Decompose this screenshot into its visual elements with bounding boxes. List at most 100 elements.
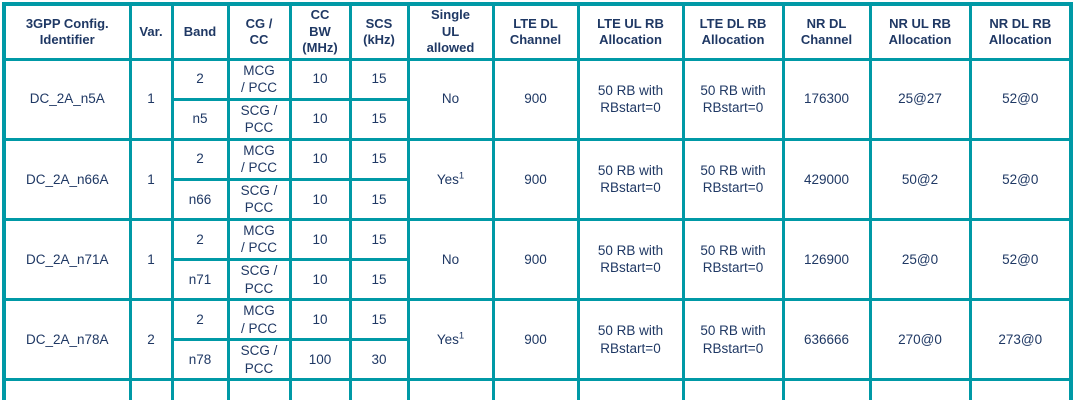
band-cell: n71 bbox=[170, 257, 230, 302]
cc-bw-cell: 100 bbox=[288, 338, 352, 382]
table-row: DC_2A_n66A 1 2 MCG / PCC 10 15 Yes1 900 … bbox=[2, 137, 1073, 221]
lte-dl-channel-cell: 900 bbox=[491, 217, 580, 302]
lte-ul-rb-cell: 50 RB with RBstart=0 bbox=[576, 217, 685, 302]
empty-cell bbox=[968, 378, 1073, 400]
footnote-marker: 1 bbox=[458, 170, 465, 181]
empty-cell bbox=[576, 378, 685, 400]
header-var: Var. bbox=[128, 2, 174, 61]
nr-dl-rb-cell: 52@0 bbox=[968, 57, 1073, 141]
empty-cell bbox=[868, 378, 972, 400]
config-identifier-cell: DC_2A_n78A bbox=[2, 298, 132, 382]
scs-cell: 15 bbox=[348, 217, 410, 261]
table-subrow: n66 SCG / PCC 10 15 bbox=[4, 177, 1071, 221]
table-row: DC_2A_n78A 2 2 MCG / PCC 10 15 Yes1 900 … bbox=[2, 298, 1073, 382]
nr-dl-channel-cell: 176300 bbox=[781, 57, 872, 141]
nr-ul-rb-cell: 25@27 bbox=[868, 57, 972, 141]
cg-cc-cell: SCG / PCC bbox=[226, 338, 292, 382]
band-cell: 2 bbox=[170, 137, 230, 181]
cg-cc-cell: SCG / PCC bbox=[226, 97, 292, 141]
single-ul-cell: No bbox=[406, 57, 495, 141]
nr-dl-rb-cell: 273@0 bbox=[968, 298, 1073, 382]
table-body: DC_2A_n5A 1 2 MCG / PCC 10 15 No 900 50 … bbox=[2, 57, 1073, 400]
band-cell: 2 bbox=[170, 298, 230, 342]
lte-dl-rb-cell: 50 RB with RBstart=0 bbox=[681, 217, 785, 302]
table-row: DC_2A_n71A 1 2 MCG / PCC 10 15 No 900 50… bbox=[2, 217, 1073, 302]
empty-cell bbox=[406, 378, 495, 400]
single-ul-value: Yes bbox=[436, 171, 459, 187]
cg-cc-cell: MCG / PCC bbox=[226, 217, 292, 261]
band-cell: n5 bbox=[170, 97, 230, 141]
nr-dl-channel-cell: 636666 bbox=[781, 298, 872, 382]
config-identifier-cell: DC_2A_n66A bbox=[2, 137, 132, 221]
nr-dl-rb-cell: 52@0 bbox=[968, 137, 1073, 221]
lte-dl-channel-cell: 900 bbox=[491, 57, 580, 141]
band-cell: n66 bbox=[170, 177, 230, 221]
scs-cell: 15 bbox=[348, 177, 410, 221]
nr-ul-rb-cell: 50@2 bbox=[868, 137, 972, 221]
header-single-ul: Single UL allowed bbox=[406, 2, 495, 61]
scs-cell: 15 bbox=[348, 137, 410, 181]
single-ul-cell: Yes1 bbox=[406, 298, 495, 382]
scs-cell: 15 bbox=[348, 257, 410, 302]
table-header: 3GPP Config. Identifier Var. Band CG / C… bbox=[2, 2, 1073, 61]
table-subrow: n71 SCG / PCC 10 15 bbox=[4, 257, 1071, 302]
header-row: 3GPP Config. Identifier Var. Band CG / C… bbox=[2, 2, 1073, 61]
single-ul-value: Yes bbox=[436, 331, 459, 347]
table-row-partial bbox=[2, 378, 1073, 400]
scs-cell: 15 bbox=[348, 57, 410, 101]
lte-dl-rb-cell: 50 RB with RBstart=0 bbox=[681, 298, 785, 382]
table-subrow: n78 SCG / PCC 100 30 bbox=[4, 338, 1071, 382]
cg-cc-cell: SCG / PCC bbox=[226, 177, 292, 221]
empty-cell bbox=[128, 378, 174, 400]
band-cell: 2 bbox=[170, 217, 230, 261]
header-band: Band bbox=[170, 2, 230, 61]
empty-cell bbox=[681, 378, 785, 400]
footnote-marker: 1 bbox=[458, 330, 465, 342]
band-cell: 2 bbox=[170, 57, 230, 101]
empty-cell bbox=[781, 378, 872, 400]
empty-cell bbox=[2, 378, 132, 400]
cc-bw-cell: 10 bbox=[288, 57, 352, 101]
lte-dl-channel-cell: 900 bbox=[491, 298, 580, 382]
empty-cell bbox=[288, 378, 352, 400]
var-cell: 2 bbox=[128, 298, 174, 382]
config-identifier-cell: DC_2A_n5A bbox=[2, 57, 132, 141]
var-cell: 1 bbox=[128, 57, 174, 141]
cg-cc-cell: MCG / PCC bbox=[226, 298, 292, 342]
single-ul-value: No bbox=[441, 251, 460, 267]
config-identifier-cell: DC_2A_n71A bbox=[2, 217, 132, 302]
empty-cell bbox=[491, 378, 580, 400]
nr-ul-rb-cell: 25@0 bbox=[868, 217, 972, 302]
lte-ul-rb-cell: 50 RB with RBstart=0 bbox=[576, 298, 685, 382]
empty-cell bbox=[170, 378, 230, 400]
header-nr-dl-rb: NR DL RB Allocation bbox=[968, 2, 1073, 61]
var-cell: 1 bbox=[128, 137, 174, 221]
table-row: DC_2A_n5A 1 2 MCG / PCC 10 15 No 900 50 … bbox=[2, 57, 1073, 141]
scs-cell: 30 bbox=[348, 338, 410, 382]
header-cg-cc: CG / CC bbox=[226, 2, 292, 61]
header-nr-ul-rb: NR UL RB Allocation bbox=[868, 2, 972, 61]
header-lte-dl-rb: LTE DL RB Allocation bbox=[681, 2, 785, 61]
lte-dl-rb-cell: 50 RB with RBstart=0 bbox=[681, 137, 785, 221]
lte-dl-rb-cell: 50 RB with RBstart=0 bbox=[681, 57, 785, 141]
var-cell: 1 bbox=[128, 217, 174, 302]
header-cc-bw: CC BW (MHz) bbox=[288, 2, 352, 61]
nr-dl-channel-cell: 126900 bbox=[781, 217, 872, 302]
cg-cc-cell: SCG / PCC bbox=[226, 257, 292, 302]
scs-cell: 15 bbox=[348, 298, 410, 342]
empty-cell bbox=[348, 378, 410, 400]
header-nr-dl-channel: NR DL Channel bbox=[781, 2, 872, 61]
single-ul-cell: Yes1 bbox=[406, 137, 495, 221]
lte-ul-rb-cell: 50 RB with RBstart=0 bbox=[576, 137, 685, 221]
cg-cc-cell: MCG / PCC bbox=[226, 57, 292, 101]
nr-dl-rb-cell: 52@0 bbox=[968, 217, 1073, 302]
header-lte-dl-channel: LTE DL Channel bbox=[491, 2, 580, 61]
lte-dl-channel-cell: 900 bbox=[491, 137, 580, 221]
lte-ul-rb-cell: 50 RB with RBstart=0 bbox=[576, 57, 685, 141]
cc-bw-cell: 10 bbox=[288, 217, 352, 261]
header-scs: SCS (kHz) bbox=[348, 2, 410, 61]
header-config-identifier: 3GPP Config. Identifier bbox=[2, 2, 132, 61]
single-ul-cell: No bbox=[406, 217, 495, 302]
